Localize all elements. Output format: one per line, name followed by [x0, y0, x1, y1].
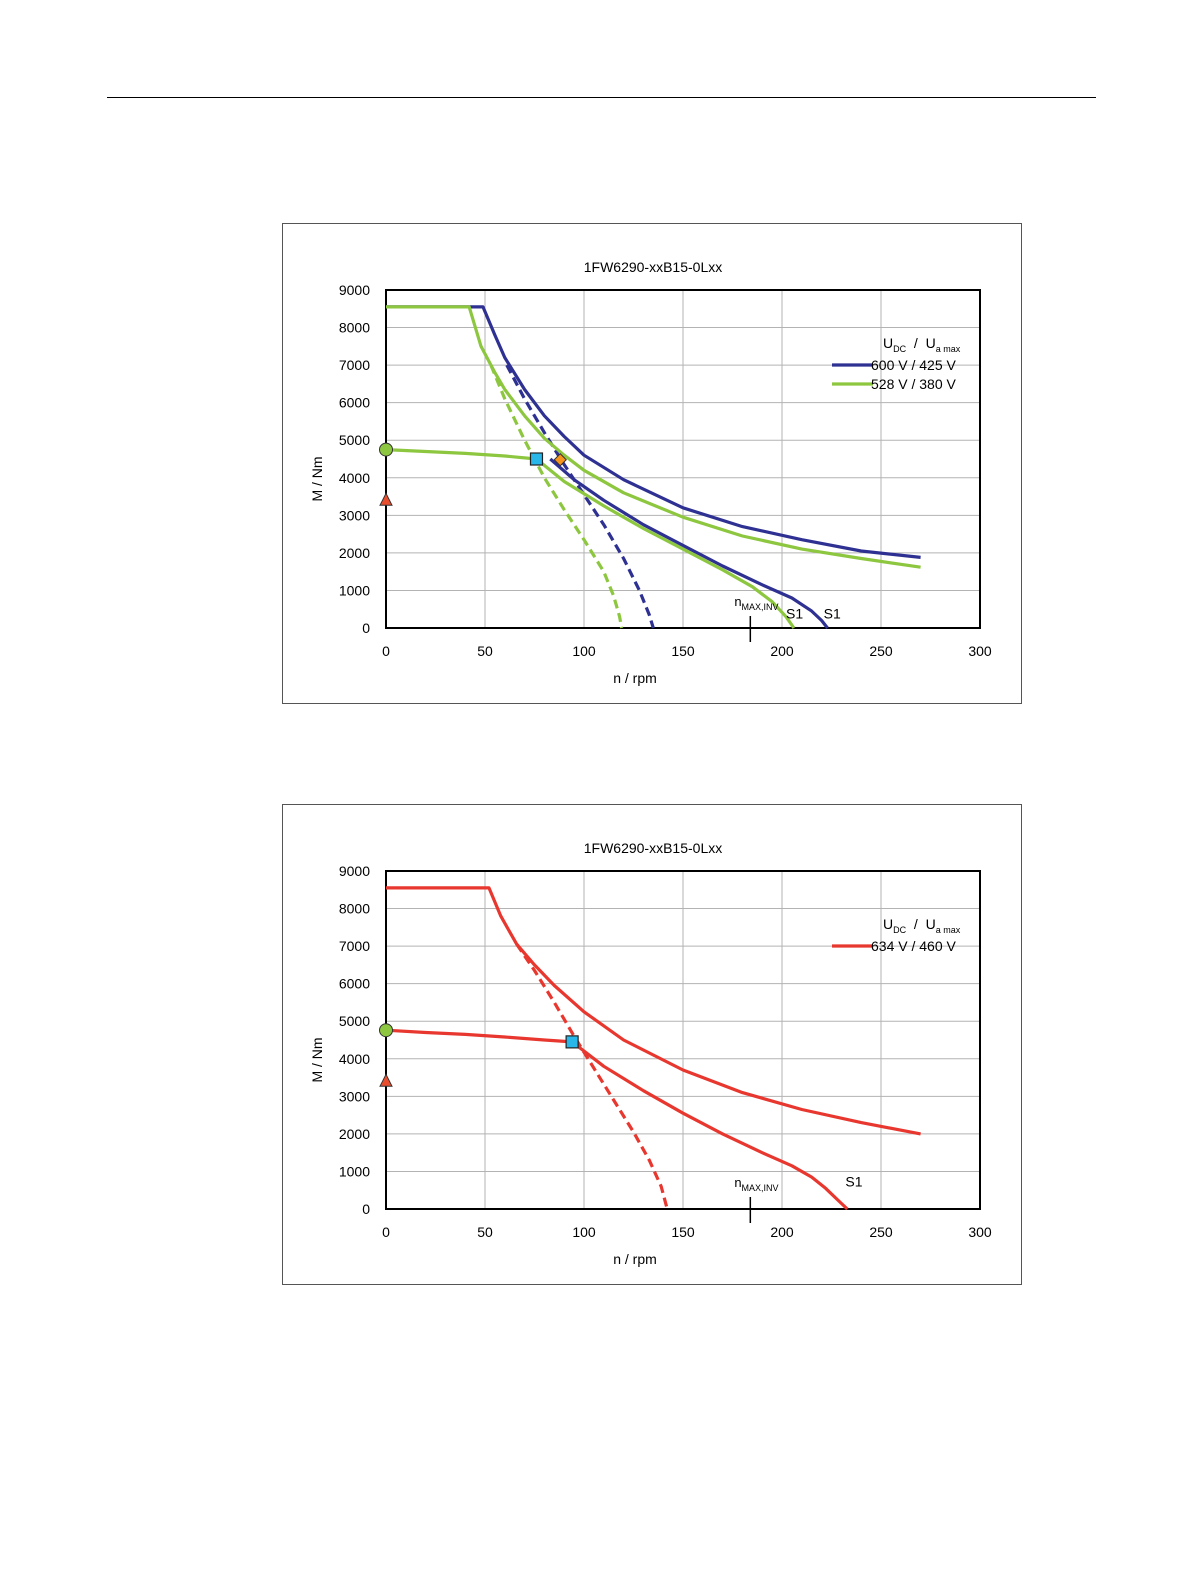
series-line-dashed: [489, 364, 624, 629]
series-line-solid: [549, 457, 829, 629]
y-tick-label: 9000: [339, 863, 370, 879]
y-tick-label: 8000: [339, 320, 370, 336]
y-tick-label: 8000: [339, 901, 370, 917]
s1-label: S1: [845, 1173, 862, 1189]
y-tick-label: 5000: [339, 1013, 370, 1029]
x-tick-label: 50: [477, 643, 493, 659]
series-line-solid: [386, 305, 921, 559]
series-line-dashed: [515, 943, 669, 1210]
y-tick-label: 5000: [339, 432, 370, 448]
marker-circle: [379, 1023, 393, 1038]
series-line-solid: [385, 1028, 573, 1044]
marker-triangle: [379, 1073, 393, 1087]
y-tick-label: 1000: [339, 1163, 370, 1179]
y-tick-label: 0: [362, 620, 370, 636]
x-tick-label: 100: [572, 1224, 596, 1240]
y-tick-label: 9000: [339, 282, 370, 298]
x-tick-label: 250: [869, 1224, 893, 1240]
x-tick-label: 100: [572, 643, 596, 659]
x-tick-label: 150: [671, 1224, 695, 1240]
series-line-solid: [571, 1040, 849, 1211]
legend-entry-label: 634 V / 460 V: [871, 938, 957, 954]
series-line-dashed: [505, 364, 655, 629]
legend-entry-label: 528 V / 380 V: [871, 376, 957, 392]
y-tick-label: 4000: [339, 470, 370, 486]
y-tick-label: 0: [362, 1201, 370, 1217]
series-line-solid: [535, 457, 796, 629]
x-axis-label: n / rpm: [613, 1251, 657, 1267]
series-line-solid: [386, 305, 921, 569]
chart-title: 1FW6290-xxB15-0Lxx: [584, 259, 723, 275]
x-tick-label: 0: [382, 1224, 390, 1240]
y-tick-label: 2000: [339, 1126, 370, 1142]
x-tick-label: 50: [477, 1224, 493, 1240]
x-axis-label: n / rpm: [613, 670, 657, 686]
s1-label: S1: [786, 605, 803, 621]
y-tick-label: 7000: [339, 938, 370, 954]
x-tick-label: 300: [968, 1224, 992, 1240]
torque-speed-chart-2: 1FW6290-xxB15-0Lxx 0 50 100 150 200 250 300 0 100…: [282, 804, 1022, 1285]
plot-area-border: [385, 870, 981, 1210]
legend-title: UDC / Ua max: [883, 335, 961, 354]
legend-title: UDC / Ua max: [883, 916, 961, 935]
series-line-solid: [386, 886, 921, 1136]
y-tick-label: 3000: [339, 507, 370, 523]
y-tick-label: 1000: [339, 582, 370, 598]
x-tick-label: 150: [671, 643, 695, 659]
y-axis-label: M / Nm: [309, 456, 325, 501]
x-tick-label: 300: [968, 643, 992, 659]
s1-label: S1: [824, 605, 841, 621]
y-tick-label: 7000: [339, 357, 370, 373]
nmax-inv-label: nMAX,INV: [734, 594, 778, 612]
y-tick-label: 6000: [339, 395, 370, 411]
page-header-rule: [107, 97, 1096, 98]
y-axis-label: M / Nm: [309, 1037, 325, 1082]
torque-speed-chart-1: 1FW6290-xxB15-0Lxx 0 50 100 150 200 250 300 0 100…: [282, 223, 1022, 704]
chart-title: 1FW6290-xxB15-0Lxx: [584, 840, 723, 856]
marker-triangle: [379, 492, 393, 506]
marker-square: [529, 452, 544, 466]
y-tick-label: 2000: [339, 545, 370, 561]
marker-diamond: [553, 453, 567, 467]
x-tick-label: 0: [382, 643, 390, 659]
series-line-solid: [385, 448, 537, 461]
x-tick-label: 200: [770, 643, 794, 659]
y-tick-label: 3000: [339, 1088, 370, 1104]
y-tick-label: 6000: [339, 976, 370, 992]
x-tick-label: 200: [770, 1224, 794, 1240]
x-tick-label: 250: [869, 643, 893, 659]
legend-entry-label: 600 V / 425 V: [871, 357, 957, 373]
y-tick-label: 4000: [339, 1051, 370, 1067]
marker-circle: [379, 442, 393, 457]
marker-square: [565, 1035, 579, 1049]
nmax-inv-label: nMAX,INV: [734, 1175, 778, 1193]
plot-area-border: [385, 289, 981, 629]
